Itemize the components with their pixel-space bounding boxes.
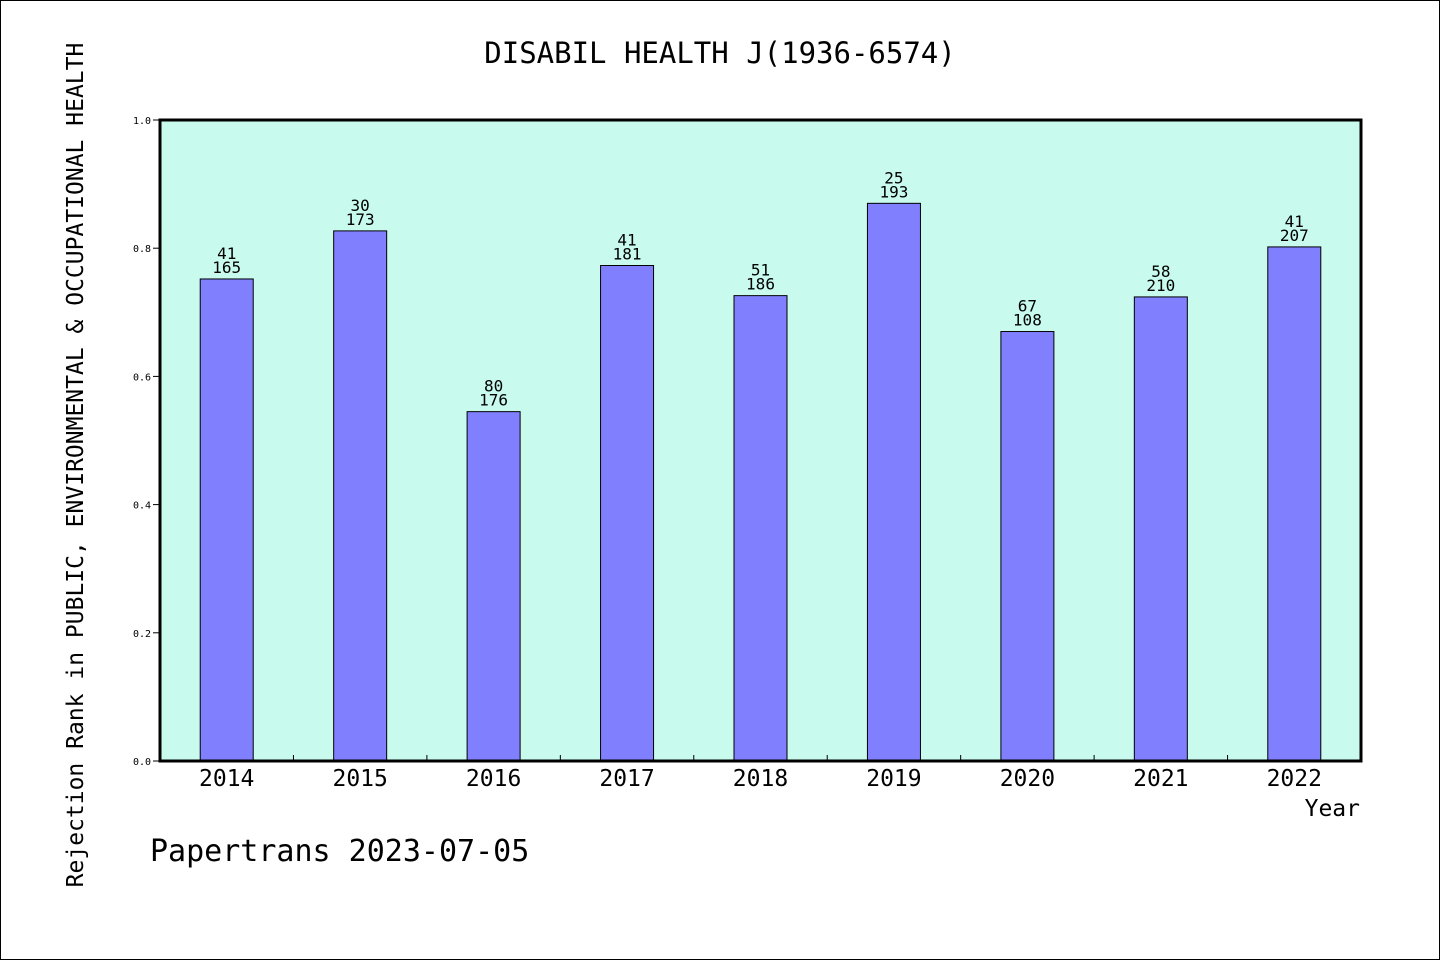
bar-label-bottom: 186 — [746, 275, 775, 294]
x-tick-label: 2020 — [1000, 766, 1055, 792]
x-tick-label: 2019 — [866, 766, 921, 792]
y-tick-label: 0.4 — [133, 501, 151, 512]
bar-label-bottom: 165 — [212, 258, 241, 277]
x-tick-label: 2017 — [599, 766, 654, 792]
y-tick-label: 0.0 — [133, 757, 151, 768]
x-tick-label: 2016 — [466, 766, 521, 792]
bar — [199, 278, 254, 762]
x-tick-label: 2021 — [1133, 766, 1188, 792]
x-tick-label: 2015 — [332, 766, 387, 792]
x-tick-label: 2014 — [199, 766, 254, 792]
bar-label-bottom: 181 — [613, 245, 642, 264]
bar-label-top: 80 — [484, 377, 503, 396]
x-tick-label: 2022 — [1267, 766, 1322, 792]
bar — [866, 202, 921, 762]
bar-label-top: 30 — [351, 196, 370, 215]
footer-credit: Papertrans 2023-07-05 — [150, 834, 530, 869]
bar-label-bottom: 108 — [1013, 311, 1042, 330]
y-tick-label: 0.6 — [133, 372, 151, 383]
bar-label-top: 41 — [1285, 212, 1304, 231]
bar-label-bottom: 193 — [879, 182, 908, 201]
bar-label-bottom: 207 — [1280, 226, 1309, 245]
bar — [333, 230, 388, 762]
bar-label-top: 58 — [1151, 262, 1170, 281]
bar-label-top: 51 — [751, 261, 770, 280]
bar — [1267, 246, 1322, 762]
y-tick-label: 0.8 — [133, 244, 151, 255]
plot-border — [158, 118, 1363, 763]
bar — [1133, 296, 1188, 762]
bar — [733, 295, 788, 762]
x-axis-label: Year — [1304, 796, 1360, 822]
bar-label-top: 25 — [884, 168, 903, 187]
bar-label-top: 41 — [217, 244, 236, 263]
bar — [466, 411, 521, 762]
bar-label-bottom: 173 — [346, 210, 375, 229]
x-tick-label: 2018 — [733, 766, 788, 792]
y-tick-label: 1.0 — [133, 116, 151, 127]
bar — [600, 265, 655, 762]
bar-label-top: 41 — [617, 231, 636, 250]
bar-label-bottom: 210 — [1146, 276, 1175, 295]
y-tick-label: 0.2 — [133, 629, 151, 640]
chart-title: DISABIL HEALTH J(1936-6574) — [484, 36, 956, 70]
bar-label-top: 67 — [1018, 297, 1037, 316]
bar — [1000, 331, 1055, 762]
bar-label-bottom: 176 — [479, 391, 508, 410]
